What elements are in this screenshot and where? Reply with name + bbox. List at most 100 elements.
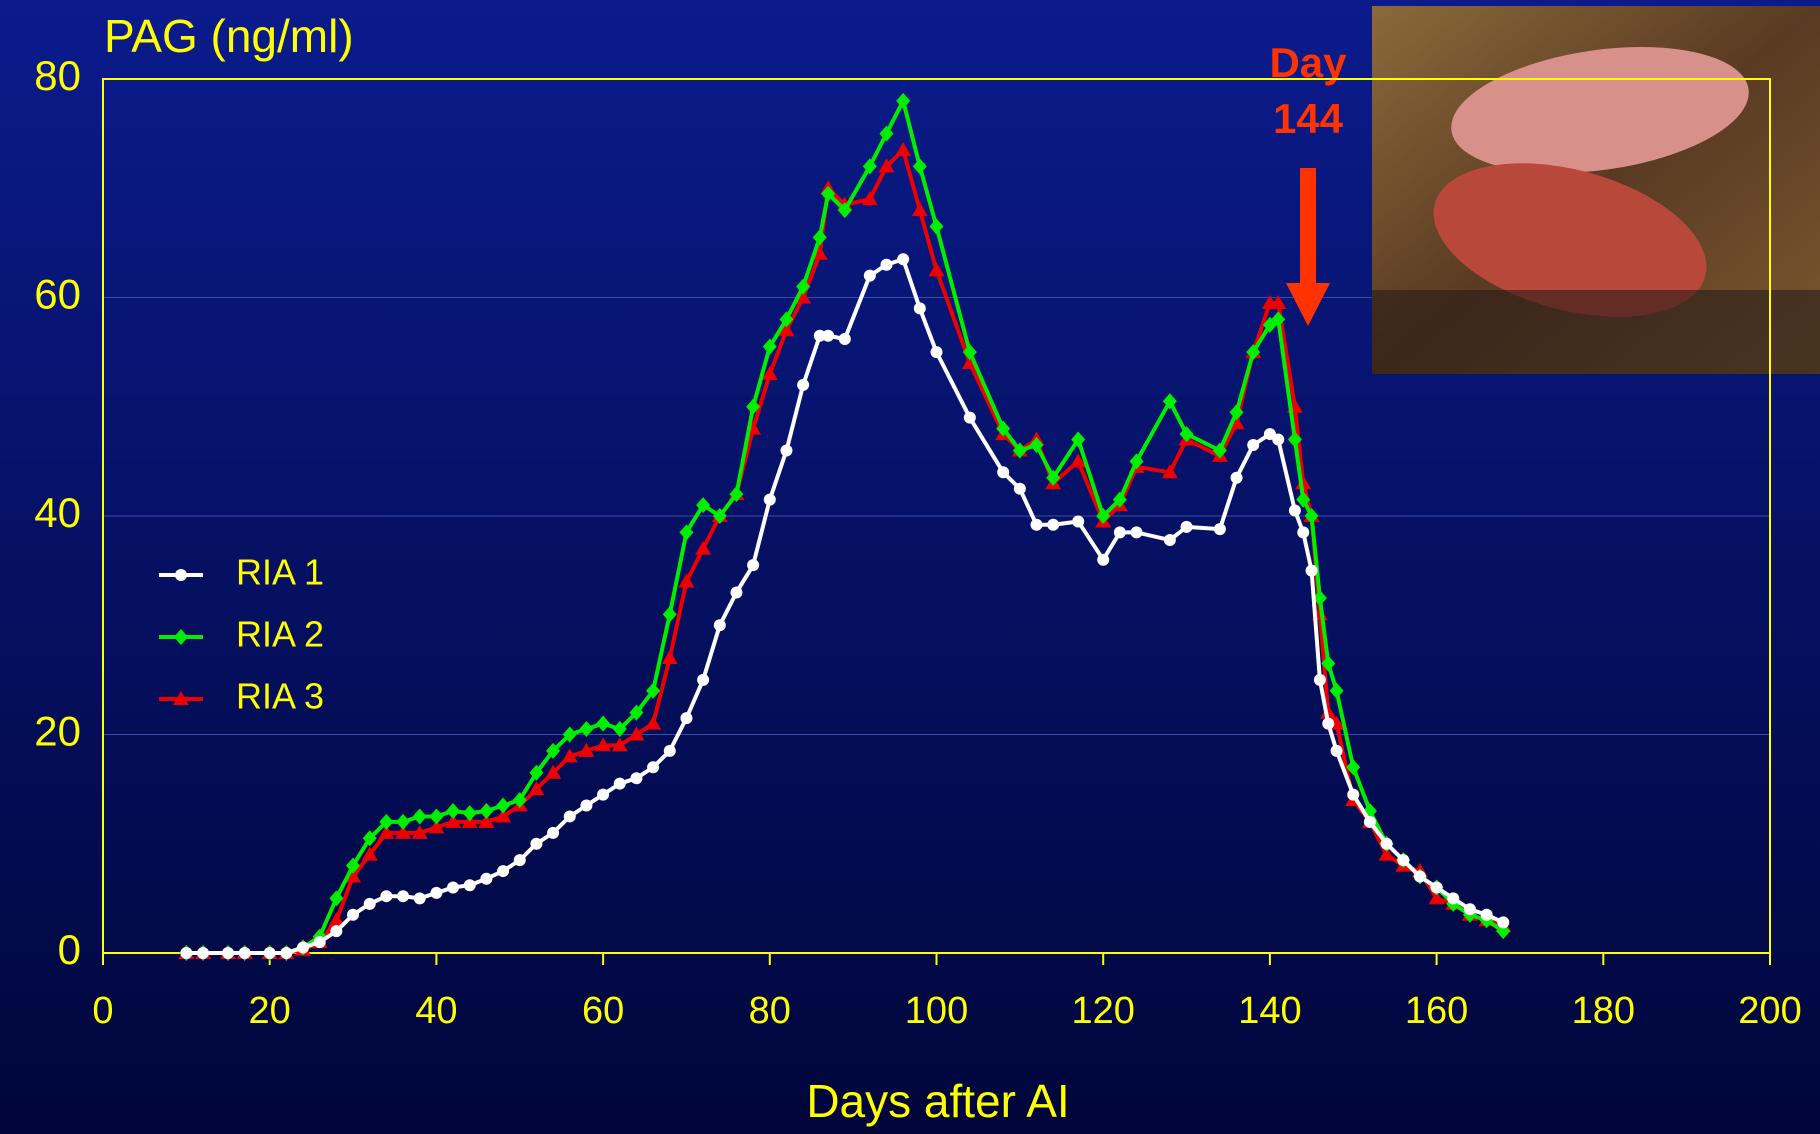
marker bbox=[1347, 788, 1360, 801]
marker bbox=[695, 540, 712, 555]
marker bbox=[380, 890, 393, 903]
marker bbox=[1497, 916, 1510, 929]
marker bbox=[1071, 431, 1086, 448]
marker bbox=[1113, 526, 1126, 539]
marker bbox=[530, 837, 543, 850]
marker bbox=[811, 245, 828, 260]
marker bbox=[779, 311, 794, 328]
marker bbox=[345, 868, 362, 883]
x-tick-label: 20 bbox=[249, 990, 291, 1032]
marker bbox=[597, 788, 610, 801]
marker bbox=[861, 191, 878, 206]
marker bbox=[778, 322, 795, 337]
marker bbox=[1229, 404, 1244, 421]
marker bbox=[696, 497, 711, 514]
marker bbox=[929, 218, 944, 235]
marker bbox=[1305, 564, 1318, 577]
marker bbox=[428, 819, 445, 834]
marker bbox=[562, 726, 577, 743]
marker bbox=[413, 892, 426, 905]
marker bbox=[1447, 892, 1460, 905]
marker bbox=[646, 682, 661, 699]
marker bbox=[379, 813, 394, 830]
annotation-arrow bbox=[1286, 168, 1330, 326]
marker bbox=[222, 947, 235, 959]
marker bbox=[1271, 311, 1286, 328]
y-tick-label: 80 bbox=[34, 52, 81, 99]
x-tick-label: 120 bbox=[1071, 990, 1134, 1032]
marker bbox=[1295, 475, 1312, 490]
marker bbox=[1097, 553, 1110, 566]
marker bbox=[396, 813, 411, 830]
marker bbox=[1162, 393, 1177, 410]
marker bbox=[712, 508, 727, 524]
marker bbox=[378, 824, 395, 839]
marker bbox=[878, 158, 895, 173]
x-tick-label: 180 bbox=[1572, 990, 1635, 1032]
marker bbox=[1287, 431, 1302, 448]
marker bbox=[595, 737, 612, 752]
marker bbox=[661, 650, 678, 665]
marker bbox=[313, 936, 326, 949]
marker bbox=[1304, 508, 1319, 524]
marker bbox=[446, 802, 461, 819]
marker bbox=[463, 879, 476, 892]
marker bbox=[263, 947, 276, 959]
marker bbox=[1112, 491, 1127, 508]
marker bbox=[796, 278, 811, 295]
marker bbox=[528, 781, 545, 796]
marker bbox=[821, 185, 836, 202]
marker bbox=[713, 619, 726, 632]
marker bbox=[1321, 655, 1336, 672]
marker bbox=[896, 92, 911, 109]
marker bbox=[480, 872, 493, 885]
marker bbox=[328, 912, 345, 927]
marker bbox=[1029, 436, 1044, 453]
photo bbox=[1372, 6, 1820, 374]
marker bbox=[1329, 682, 1344, 699]
marker bbox=[1322, 717, 1335, 730]
x-tick-label: 200 bbox=[1738, 990, 1801, 1032]
marker bbox=[1346, 759, 1361, 776]
marker bbox=[330, 925, 343, 938]
marker bbox=[679, 524, 694, 541]
marker bbox=[180, 947, 193, 959]
marker bbox=[746, 398, 761, 415]
marker bbox=[395, 824, 412, 839]
marker bbox=[361, 846, 378, 861]
marker bbox=[997, 466, 1010, 479]
marker bbox=[1072, 515, 1085, 528]
marker bbox=[512, 792, 527, 809]
marker bbox=[1030, 518, 1043, 531]
marker bbox=[495, 808, 512, 823]
marker bbox=[911, 202, 928, 217]
x-tick-label: 140 bbox=[1238, 990, 1301, 1032]
marker bbox=[795, 289, 812, 304]
marker bbox=[612, 721, 627, 738]
annotation: 144 bbox=[1273, 95, 1344, 142]
marker bbox=[630, 772, 643, 785]
marker bbox=[1180, 520, 1193, 533]
marker bbox=[812, 229, 827, 246]
marker bbox=[663, 744, 676, 757]
marker bbox=[579, 721, 594, 738]
marker bbox=[546, 742, 561, 759]
marker bbox=[880, 258, 893, 271]
marker bbox=[1380, 837, 1393, 850]
marker bbox=[1288, 504, 1301, 517]
marker bbox=[729, 486, 744, 503]
marker bbox=[1246, 344, 1261, 361]
marker bbox=[1313, 673, 1326, 686]
marker bbox=[479, 802, 494, 819]
marker bbox=[430, 886, 443, 899]
marker bbox=[1247, 438, 1260, 451]
marker bbox=[680, 712, 693, 725]
marker bbox=[928, 262, 945, 277]
marker bbox=[613, 777, 626, 790]
x-axis-title: Days after AI bbox=[806, 1075, 1069, 1127]
legend-label: RIA 2 bbox=[236, 614, 324, 655]
marker bbox=[462, 805, 477, 822]
marker bbox=[580, 799, 593, 812]
marker bbox=[297, 941, 310, 954]
marker bbox=[962, 344, 977, 361]
